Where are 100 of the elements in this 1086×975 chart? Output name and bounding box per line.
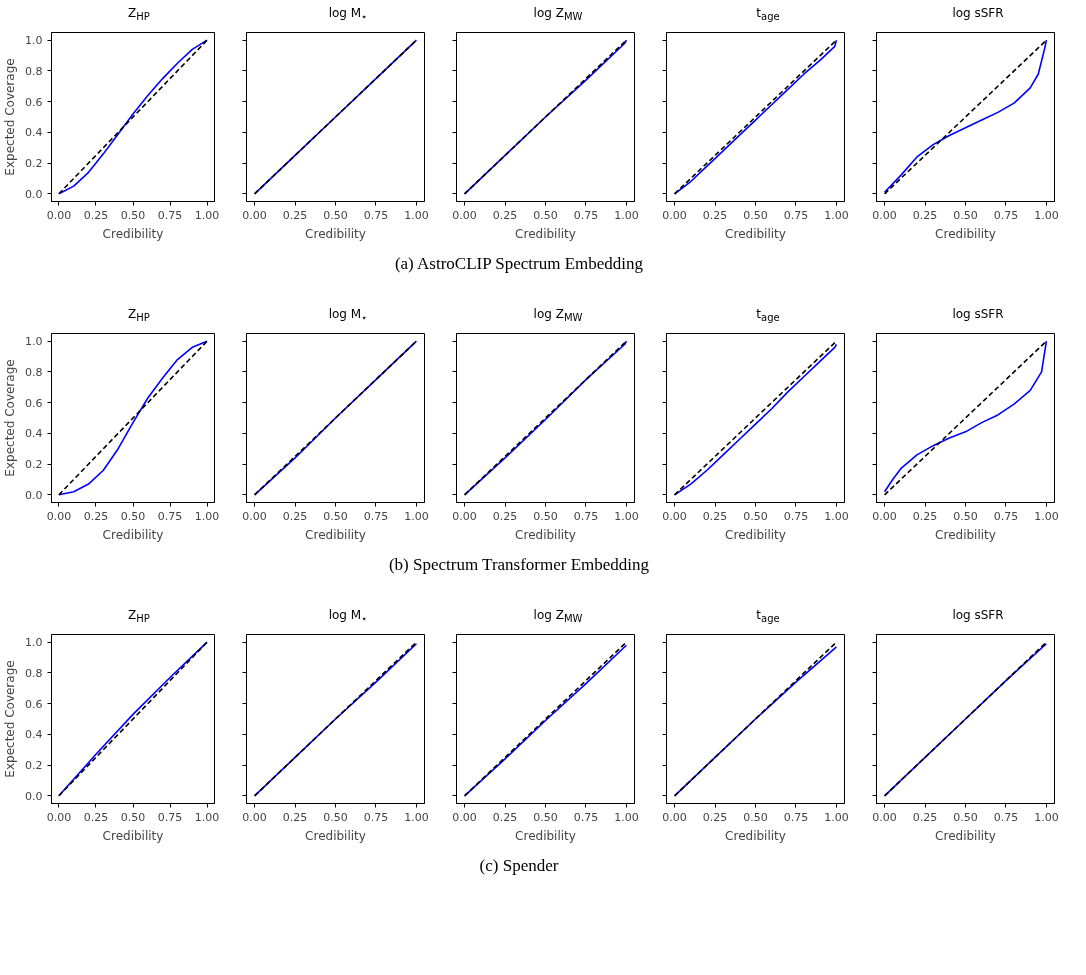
x-tick-label: 0.50 [533, 208, 558, 222]
line-series [58, 641, 208, 797]
x-tick-label: 0.25 [702, 509, 728, 523]
x-tick-label: 1.00 [1034, 509, 1059, 523]
x-axis-title: Credibility [725, 527, 786, 542]
x-tick-label: 0.25 [83, 509, 109, 523]
x-tick-label: 0.75 [157, 509, 183, 523]
x-tick-label: 0.25 [282, 208, 308, 222]
x-tick-label: 0.00 [662, 509, 687, 523]
y-tick-label: 0.8 [25, 365, 43, 379]
x-tick-label: 0.50 [953, 208, 978, 222]
y-tick-label: 0.8 [25, 64, 43, 78]
y-tick-label: 0.2 [25, 157, 43, 171]
x-tick-label: 0.25 [492, 810, 518, 824]
x-tick-label: 0.25 [702, 208, 728, 222]
line-series [58, 340, 208, 496]
x-tick-label: 0.25 [912, 810, 938, 824]
x-tick-label: 0.25 [83, 810, 109, 824]
x-axis-title: Credibility [102, 527, 164, 542]
x-tick-label: 1.00 [614, 509, 639, 523]
x-tick-label: 0.25 [492, 509, 518, 523]
x-tick-label: 0.00 [242, 509, 267, 523]
x-tick-label: 1.00 [194, 509, 220, 523]
chart-title: log Z$_{MW}$ [532, 607, 584, 627]
x-tick-label: 0.50 [953, 810, 978, 824]
x-tick-label: 0.75 [363, 208, 389, 222]
y-tick-label: 0.4 [25, 728, 43, 742]
x-tick-label: 0.75 [993, 208, 1019, 222]
x-axis-title: Credibility [102, 828, 164, 843]
y-tick-label: 1.0 [25, 335, 43, 349]
x-tick-label: 1.00 [404, 509, 429, 523]
x-tick-label: 0.25 [282, 509, 308, 523]
x-tick-label: 0.25 [912, 208, 938, 222]
x-tick-label: 0.25 [83, 208, 109, 222]
x-tick-label: 0.75 [573, 208, 599, 222]
x-tick-label: 0.50 [743, 509, 768, 523]
y-tick-label: 0.8 [25, 666, 43, 680]
y-tick-label: 0.6 [25, 95, 43, 109]
x-tick-label: 1.00 [824, 810, 849, 824]
x-tick-label: 0.75 [157, 810, 183, 824]
x-axis-title: Credibility [305, 527, 366, 542]
x-tick-label: 0.75 [783, 208, 809, 222]
x-tick-label: 0.75 [783, 509, 809, 523]
chart-title: log M$_{⋆}$ [327, 5, 369, 25]
x-tick-label: 1.00 [194, 810, 220, 824]
y-tick-label: 0.2 [25, 458, 43, 472]
x-tick-label: 0.00 [242, 208, 267, 222]
text: (c) Spender [478, 855, 560, 877]
chart-title: Z$_{HP}$ [127, 5, 151, 25]
y-tick-label: 0.6 [25, 697, 43, 711]
x-tick-label: 0.25 [912, 509, 938, 523]
x-tick-label: 0.50 [120, 509, 146, 523]
x-tick-label: 0.50 [953, 509, 978, 523]
x-tick-label: 0.75 [363, 509, 389, 523]
x-tick-label: 0.75 [573, 810, 599, 824]
x-tick-label: 0.00 [452, 509, 477, 523]
x-tick-label: 0.50 [533, 810, 558, 824]
x-tick-label: 0.50 [743, 208, 768, 222]
y-axis-title: Expected Coverage [3, 58, 18, 176]
y-axis-title: Expected Coverage [3, 660, 18, 778]
x-tick-label: 0.00 [872, 810, 897, 824]
x-tick-label: 1.00 [614, 208, 639, 222]
x-tick-label: 0.50 [323, 810, 348, 824]
x-tick-label: 0.00 [662, 208, 687, 222]
x-axis-title: Credibility [102, 226, 164, 241]
x-axis-title: Credibility [725, 226, 786, 241]
y-tick-label: 0.0 [25, 187, 43, 201]
x-tick-label: 0.00 [872, 208, 897, 222]
x-tick-label: 0.50 [323, 208, 348, 222]
x-tick-label: 0.50 [323, 509, 348, 523]
chart-title: Z$_{HP}$ [127, 306, 151, 326]
x-tick-label: 0.00 [242, 810, 267, 824]
line-series [58, 39, 208, 195]
x-tick-label: 0.50 [120, 810, 146, 824]
x-axis-title: Credibility [935, 226, 996, 241]
x-tick-label: 0.25 [282, 810, 308, 824]
chart-title: log sSFR [951, 5, 1005, 22]
x-axis-title: Credibility [515, 527, 576, 542]
text: (b) Spectrum Transformer Embedding [387, 554, 651, 576]
x-tick-label: 0.50 [533, 509, 558, 523]
x-tick-label: 0.75 [157, 208, 183, 222]
chart-title: log Z$_{MW}$ [532, 5, 584, 25]
x-tick-label: 0.75 [363, 810, 389, 824]
chart-title: log sSFR [951, 306, 1005, 323]
y-tick-label: 1.0 [25, 636, 43, 650]
x-axis-title: Credibility [935, 828, 996, 843]
chart-title: t$_{age}$ [755, 306, 781, 326]
y-tick-label: 0.0 [25, 789, 43, 803]
x-tick-label: 1.00 [824, 509, 849, 523]
x-tick-label: 1.00 [194, 208, 220, 222]
x-tick-label: 0.50 [120, 208, 146, 222]
x-tick-label: 0.50 [743, 810, 768, 824]
x-axis-title: Credibility [305, 226, 366, 241]
chart-title: log Z$_{MW}$ [532, 306, 584, 326]
text: (a) AstroCLIP Spectrum Embedding [393, 253, 645, 275]
x-tick-label: 1.00 [614, 810, 639, 824]
x-tick-label: 0.00 [46, 810, 72, 824]
x-tick-label: 0.00 [662, 810, 687, 824]
x-tick-label: 1.00 [404, 810, 429, 824]
x-tick-label: 0.00 [452, 810, 477, 824]
